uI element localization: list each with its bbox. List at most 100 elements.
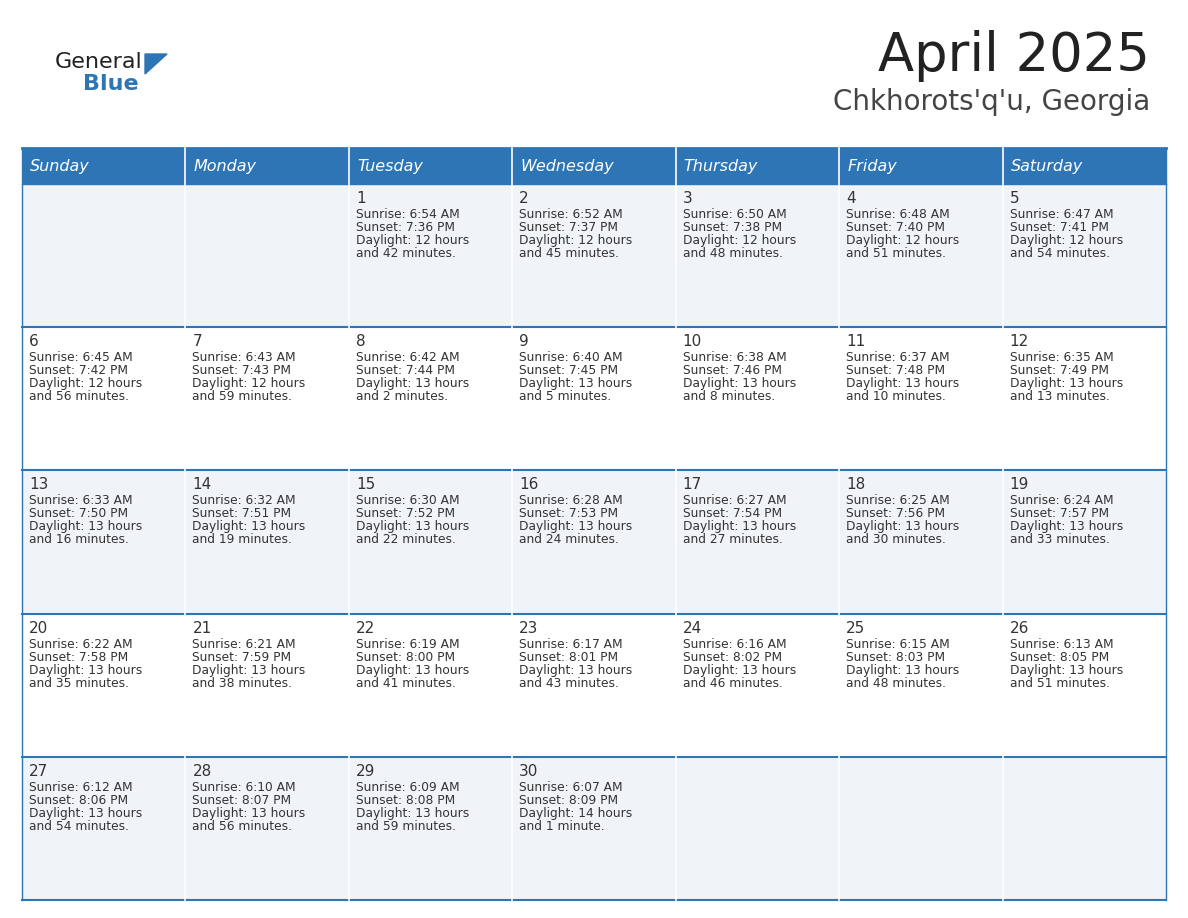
- Text: and 16 minutes.: and 16 minutes.: [29, 533, 128, 546]
- Bar: [676, 613, 839, 756]
- Text: Thursday: Thursday: [684, 159, 758, 174]
- Text: 21: 21: [192, 621, 211, 635]
- Text: and 54 minutes.: and 54 minutes.: [29, 820, 129, 833]
- Text: Daylight: 13 hours: Daylight: 13 hours: [683, 664, 796, 677]
- Text: 24: 24: [683, 621, 702, 635]
- Bar: [839, 327, 1003, 470]
- Text: Daylight: 13 hours: Daylight: 13 hours: [356, 664, 469, 677]
- Text: and 2 minutes.: and 2 minutes.: [356, 390, 448, 403]
- Text: and 56 minutes.: and 56 minutes.: [29, 390, 129, 403]
- Text: 18: 18: [846, 477, 865, 492]
- Bar: [512, 613, 676, 756]
- Text: Daylight: 14 hours: Daylight: 14 hours: [519, 807, 632, 820]
- Text: Sunday: Sunday: [30, 159, 90, 174]
- Text: Daylight: 13 hours: Daylight: 13 hours: [683, 521, 796, 533]
- Bar: [676, 470, 839, 613]
- Text: Sunrise: 6:30 AM: Sunrise: 6:30 AM: [356, 495, 460, 508]
- Text: 15: 15: [356, 477, 375, 492]
- Bar: [1003, 470, 1165, 613]
- Text: Sunset: 7:38 PM: Sunset: 7:38 PM: [683, 221, 782, 234]
- Text: 6: 6: [29, 334, 39, 349]
- Text: and 27 minutes.: and 27 minutes.: [683, 533, 783, 546]
- Text: 3: 3: [683, 191, 693, 206]
- Text: Daylight: 13 hours: Daylight: 13 hours: [519, 664, 632, 677]
- Bar: [512, 756, 676, 900]
- Text: 30: 30: [519, 764, 538, 778]
- Text: Sunrise: 6:50 AM: Sunrise: 6:50 AM: [683, 208, 786, 221]
- Text: Sunset: 7:56 PM: Sunset: 7:56 PM: [846, 508, 946, 521]
- Text: Sunrise: 6:42 AM: Sunrise: 6:42 AM: [356, 352, 460, 364]
- Text: and 43 minutes.: and 43 minutes.: [519, 677, 619, 689]
- Text: Friday: Friday: [847, 159, 897, 174]
- Text: Sunrise: 6:13 AM: Sunrise: 6:13 AM: [1010, 638, 1113, 651]
- Text: Sunset: 7:43 PM: Sunset: 7:43 PM: [192, 364, 291, 377]
- Text: Sunrise: 6:24 AM: Sunrise: 6:24 AM: [1010, 495, 1113, 508]
- Text: 13: 13: [29, 477, 49, 492]
- Text: Wednesday: Wednesday: [520, 159, 614, 174]
- Text: and 24 minutes.: and 24 minutes.: [519, 533, 619, 546]
- Text: Sunrise: 6:47 AM: Sunrise: 6:47 AM: [1010, 208, 1113, 221]
- Text: Sunset: 7:37 PM: Sunset: 7:37 PM: [519, 221, 618, 234]
- Text: Daylight: 13 hours: Daylight: 13 hours: [356, 521, 469, 533]
- Text: Chkhorots'q'u, Georgia: Chkhorots'q'u, Georgia: [833, 88, 1150, 116]
- Text: Sunrise: 6:16 AM: Sunrise: 6:16 AM: [683, 638, 786, 651]
- Text: and 48 minutes.: and 48 minutes.: [683, 247, 783, 260]
- Text: and 42 minutes.: and 42 minutes.: [356, 247, 456, 260]
- Text: Sunset: 8:07 PM: Sunset: 8:07 PM: [192, 794, 291, 807]
- Bar: [23, 184, 185, 327]
- Text: 12: 12: [1010, 334, 1029, 349]
- Text: and 46 minutes.: and 46 minutes.: [683, 677, 783, 689]
- Text: Sunrise: 6:12 AM: Sunrise: 6:12 AM: [29, 781, 133, 794]
- Text: Sunrise: 6:37 AM: Sunrise: 6:37 AM: [846, 352, 949, 364]
- Text: and 30 minutes.: and 30 minutes.: [846, 533, 946, 546]
- Bar: [512, 184, 676, 327]
- Text: 22: 22: [356, 621, 375, 635]
- Text: 26: 26: [1010, 621, 1029, 635]
- Text: Sunrise: 6:38 AM: Sunrise: 6:38 AM: [683, 352, 786, 364]
- Text: Daylight: 13 hours: Daylight: 13 hours: [846, 664, 960, 677]
- Bar: [839, 756, 1003, 900]
- Text: Sunrise: 6:33 AM: Sunrise: 6:33 AM: [29, 495, 133, 508]
- Text: Sunset: 7:48 PM: Sunset: 7:48 PM: [846, 364, 946, 377]
- Text: Daylight: 13 hours: Daylight: 13 hours: [846, 377, 960, 390]
- Text: Sunset: 8:08 PM: Sunset: 8:08 PM: [356, 794, 455, 807]
- Text: and 5 minutes.: and 5 minutes.: [519, 390, 612, 403]
- Text: Sunset: 7:49 PM: Sunset: 7:49 PM: [1010, 364, 1108, 377]
- Text: Sunset: 8:01 PM: Sunset: 8:01 PM: [519, 651, 619, 664]
- Text: 17: 17: [683, 477, 702, 492]
- Text: Daylight: 13 hours: Daylight: 13 hours: [192, 807, 305, 820]
- Text: 16: 16: [519, 477, 538, 492]
- Text: Daylight: 12 hours: Daylight: 12 hours: [29, 377, 143, 390]
- Bar: [1003, 613, 1165, 756]
- Text: Daylight: 13 hours: Daylight: 13 hours: [29, 664, 143, 677]
- Text: and 22 minutes.: and 22 minutes.: [356, 533, 456, 546]
- Bar: [349, 327, 512, 470]
- Bar: [839, 470, 1003, 613]
- Text: Sunset: 7:51 PM: Sunset: 7:51 PM: [192, 508, 291, 521]
- Text: Sunrise: 6:10 AM: Sunrise: 6:10 AM: [192, 781, 296, 794]
- Text: Daylight: 13 hours: Daylight: 13 hours: [519, 521, 632, 533]
- Bar: [676, 327, 839, 470]
- Text: 11: 11: [846, 334, 865, 349]
- Text: Sunrise: 6:09 AM: Sunrise: 6:09 AM: [356, 781, 460, 794]
- Text: and 54 minutes.: and 54 minutes.: [1010, 247, 1110, 260]
- Text: Daylight: 13 hours: Daylight: 13 hours: [846, 521, 960, 533]
- Text: and 38 minutes.: and 38 minutes.: [192, 677, 292, 689]
- Text: Sunrise: 6:45 AM: Sunrise: 6:45 AM: [29, 352, 133, 364]
- Text: Sunrise: 6:21 AM: Sunrise: 6:21 AM: [192, 638, 296, 651]
- Text: Sunset: 8:06 PM: Sunset: 8:06 PM: [29, 794, 128, 807]
- Bar: [185, 184, 349, 327]
- Text: Sunset: 7:53 PM: Sunset: 7:53 PM: [519, 508, 619, 521]
- Bar: [349, 470, 512, 613]
- Bar: [1003, 756, 1165, 900]
- Bar: [23, 470, 185, 613]
- Text: and 35 minutes.: and 35 minutes.: [29, 677, 129, 689]
- Text: Sunset: 7:54 PM: Sunset: 7:54 PM: [683, 508, 782, 521]
- Bar: [23, 148, 1165, 184]
- Text: 23: 23: [519, 621, 538, 635]
- Bar: [23, 327, 185, 470]
- Text: Daylight: 12 hours: Daylight: 12 hours: [846, 234, 960, 247]
- Text: Daylight: 12 hours: Daylight: 12 hours: [519, 234, 632, 247]
- Bar: [1003, 327, 1165, 470]
- Text: Daylight: 13 hours: Daylight: 13 hours: [1010, 521, 1123, 533]
